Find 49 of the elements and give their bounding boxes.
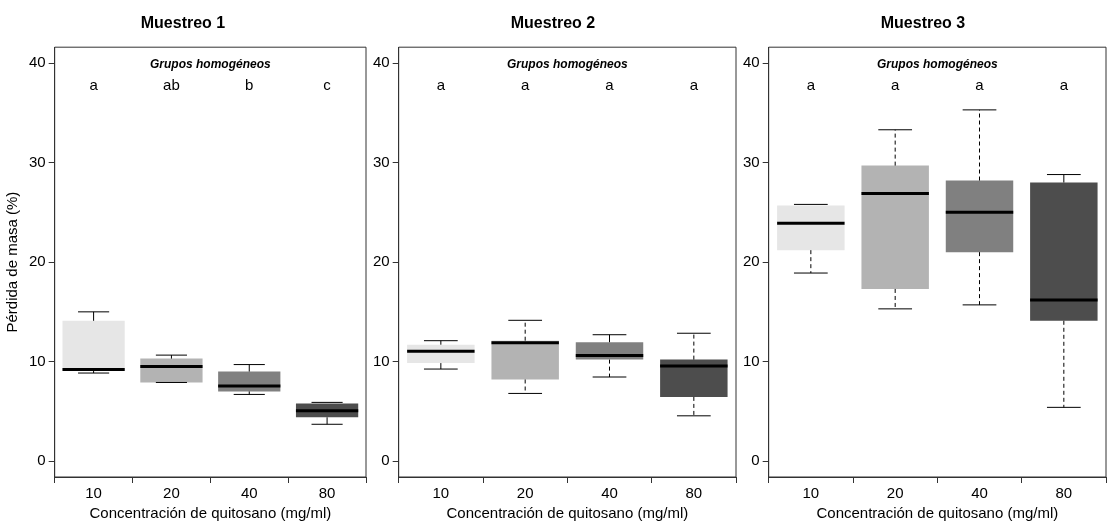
- x-tick-label: 80: [1055, 484, 1073, 502]
- x-tick-label: 20: [516, 484, 534, 502]
- y-tick-label: 20: [743, 252, 760, 270]
- x-tick-label: 10: [802, 484, 820, 502]
- chart-title: Muestreo 2: [510, 14, 596, 32]
- y-tick-label: 20: [29, 252, 46, 270]
- y-tick-label: 30: [29, 152, 46, 170]
- chart-title: Muestreo 1: [140, 14, 226, 32]
- annotation: Grupos homogéneos: [507, 56, 628, 71]
- x-axis-title: Concentración de quitosano (mg/ml): [446, 504, 689, 522]
- annotation: a: [521, 76, 531, 94]
- y-tick-label: 40: [29, 53, 46, 71]
- y-tick-label: 30: [743, 152, 760, 170]
- x-tick-label: 10: [85, 484, 102, 502]
- annotation: a: [1059, 76, 1069, 94]
- x-tick-label: 10: [432, 484, 450, 502]
- y-tick-label: 20: [373, 252, 390, 270]
- chart-title: Muestreo 3: [880, 14, 966, 32]
- y-axis-title: Pérdida de masa (%): [3, 191, 21, 333]
- x-axis-title: Concentración de quitosano (mg/ml): [816, 504, 1059, 522]
- annotation: Grupos homogéneos: [877, 56, 998, 71]
- x-tick-label: 40: [601, 484, 618, 502]
- annotation: a: [605, 76, 615, 94]
- annotation: a: [975, 76, 985, 94]
- annotation: ab: [163, 76, 180, 94]
- y-tick-label: 10: [743, 351, 760, 369]
- x-tick-label: 20: [886, 484, 904, 502]
- annotation: a: [891, 76, 901, 94]
- annotation: a: [89, 76, 99, 94]
- x-axis-title: Concentración de quitosano (mg/ml): [89, 504, 332, 522]
- y-tick-label: 0: [381, 451, 390, 469]
- x-tick-label: 80: [685, 484, 703, 502]
- y-tick-label: 40: [373, 53, 390, 71]
- y-tick-label: 10: [29, 351, 46, 369]
- y-tick-label: 10: [373, 351, 390, 369]
- annotation: c: [323, 76, 332, 94]
- y-tick-label: 40: [743, 53, 760, 71]
- annotation: a: [689, 76, 699, 94]
- x-tick-label: 40: [971, 484, 988, 502]
- annotation: Grupos homogéneos: [150, 56, 271, 71]
- x-tick-label: 20: [163, 484, 180, 502]
- annotation: b: [245, 76, 254, 94]
- y-tick-label: 0: [37, 451, 46, 469]
- x-tick-label: 40: [240, 484, 258, 502]
- y-tick-label: 0: [751, 451, 760, 469]
- x-tick-label: 80: [318, 484, 336, 502]
- annotation: a: [806, 76, 816, 94]
- annotation: a: [436, 76, 446, 94]
- y-tick-label: 30: [373, 152, 390, 170]
